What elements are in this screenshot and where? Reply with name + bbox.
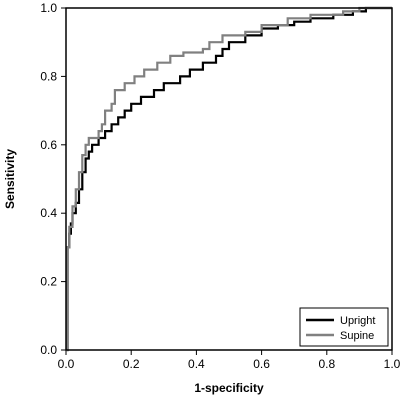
y-tick-label: 0.8 bbox=[40, 69, 57, 83]
x-tick-label: 0.4 bbox=[188, 357, 205, 371]
legend: Upright Supine bbox=[299, 307, 389, 347]
series-line-upright bbox=[66, 6, 392, 352]
ticks-layer: 0.0 0.2 0.4 0.6 0.8 1.0 0.0 0.2 0.4 0.6 0.8 1.0 bbox=[40, 1, 400, 371]
x-tick-label: 0.0 bbox=[58, 357, 75, 371]
y-tick-label: 1.0 bbox=[40, 1, 57, 15]
axis-labels: 1-specificity Sensitivity bbox=[3, 149, 264, 395]
series-line-supine bbox=[66, 6, 392, 352]
y-tick-label: 0.0 bbox=[40, 343, 57, 357]
y-axis-label: Sensitivity bbox=[3, 149, 17, 209]
y-tick-label: 0.4 bbox=[40, 206, 57, 220]
legend-label-supine: Supine bbox=[340, 330, 374, 342]
curves-layer bbox=[66, 6, 392, 352]
x-tick-label: 0.6 bbox=[253, 357, 270, 371]
plot-frame bbox=[65, 7, 393, 351]
y-tick-label: 0.2 bbox=[40, 275, 57, 289]
x-axis-label: 1-specificity bbox=[194, 381, 264, 395]
legend-box bbox=[299, 307, 389, 347]
x-tick-label: 0.8 bbox=[318, 357, 335, 371]
x-tick-label: 0.2 bbox=[123, 357, 140, 371]
x-tick-label: 1.0 bbox=[384, 357, 400, 371]
legend-label-upright: Upright bbox=[340, 315, 375, 327]
y-tick-label: 0.6 bbox=[40, 138, 57, 152]
